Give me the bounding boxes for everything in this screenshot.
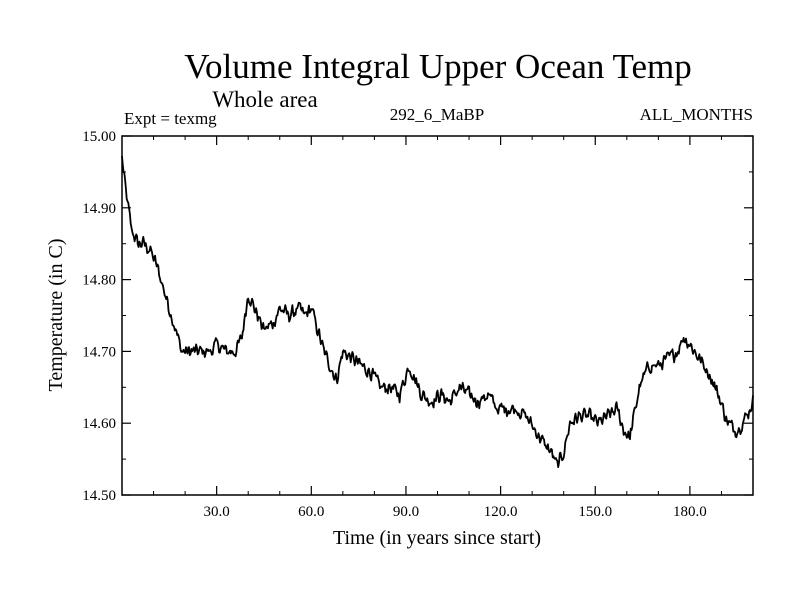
y-tick-label: 14.60 <box>82 416 116 432</box>
y-tick-label: 15.00 <box>82 129 116 145</box>
x-tick-label: 60.0 <box>298 504 324 520</box>
x-axis-label: Time (in years since start) <box>333 527 541 549</box>
chart-title: Volume Integral Upper Ocean Temp <box>184 47 691 86</box>
series-layer <box>121 156 754 468</box>
x-tick-label: 150.0 <box>578 504 612 520</box>
run-label: 292_6_MaBP <box>390 105 484 124</box>
y-tick-label: 14.80 <box>82 273 116 289</box>
x-tick-label: 30.0 <box>204 504 230 520</box>
axis-layer: 30.0 60.0 90.0 120.0 150.0 180.0 14.50 14.60 14.… <box>82 129 753 520</box>
series-line <box>121 156 754 468</box>
x-tick-label: 120.0 <box>484 504 518 520</box>
x-tick-label: 180.0 <box>673 504 707 520</box>
y-tick-label: 14.50 <box>82 488 116 504</box>
plot-frame <box>121 135 754 496</box>
y-tick-label: 14.70 <box>82 344 116 360</box>
chart-subtitle: Whole area <box>212 87 317 112</box>
months-label: ALL_MONTHS <box>640 105 753 124</box>
x-tick-label: 90.0 <box>393 504 419 520</box>
expt-label: Expt = texmg <box>124 109 217 128</box>
y-tick-label: 14.90 <box>82 201 116 217</box>
y-axis-label: Temperature (in C) <box>45 239 67 392</box>
